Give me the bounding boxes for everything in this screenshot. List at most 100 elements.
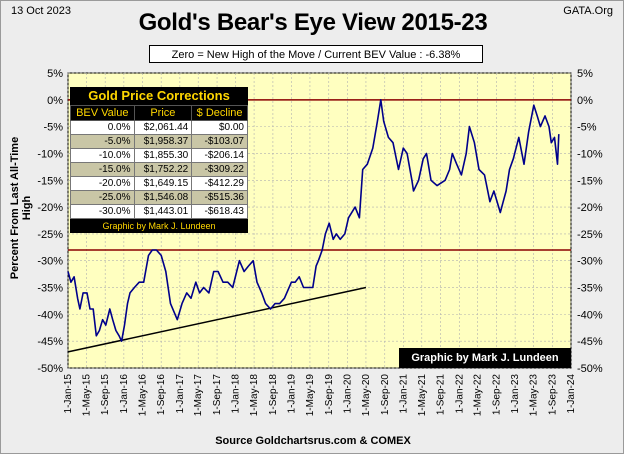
y-tick-label-right: -15%	[577, 175, 603, 187]
cell-price: $1,855.30	[133, 148, 193, 163]
table-row: -20.0% $1,649.15 -$412.29	[70, 176, 248, 191]
x-tick-label: 1-Sep-16	[156, 374, 167, 416]
y-tick-label-right: 5%	[577, 68, 593, 80]
y-tick-label: -45%	[37, 336, 63, 348]
x-tick-label: 1-Jan-15	[63, 374, 74, 414]
cell-bev: -25.0%	[70, 190, 135, 205]
y-tick-label-right: -5%	[577, 122, 597, 134]
x-tick-label: 1-Jan-16	[119, 374, 130, 414]
x-tick-label: 1-Jan-22	[454, 374, 465, 414]
x-tick-label: 1-May-23	[529, 374, 540, 417]
table-row: -5.0% $1,958.37 -$103.07	[70, 134, 248, 149]
cell-decline: -$618.43	[191, 204, 248, 219]
y-tick-label: -25%	[37, 229, 63, 241]
x-tick-label: 1-Jan-23	[510, 374, 521, 414]
cell-price: $1,752.22	[133, 162, 193, 177]
x-tick-label: 1-Sep-23	[547, 374, 558, 416]
cell-price: $1,649.15	[133, 176, 193, 191]
x-tick-label: 1-Jan-24	[566, 374, 577, 414]
source-label: Source Goldchartsrus.com & COMEX	[215, 435, 411, 447]
chart-title: Gold's Bear's Eye View 2015-23	[138, 9, 488, 36]
x-tick-label: 1-May-16	[137, 374, 148, 417]
x-tick-label: 1-Jan-19	[287, 374, 298, 414]
y-tick-label-right: -10%	[577, 148, 603, 160]
y-tick-label: -30%	[37, 256, 63, 268]
x-tick-label: 1-May-17	[193, 374, 204, 417]
cell-price: $2,061.44	[133, 120, 193, 135]
y-tick-label: 5%	[47, 68, 63, 80]
x-tick-label: 1-May-18	[249, 374, 260, 417]
cell-bev: -5.0%	[70, 134, 135, 149]
x-tick-label: 1-Jan-20	[342, 374, 353, 414]
cell-bev: -30.0%	[70, 204, 135, 219]
bev-series-line	[67, 99, 560, 343]
table-row: -25.0% $1,546.08 -$515.36	[70, 190, 248, 205]
trend-line-group	[67, 286, 367, 353]
x-tick-label: 1-May-15	[81, 374, 92, 417]
corrections-table-title: Gold Price Corrections	[88, 88, 230, 103]
x-ticks: 1-Jan-15 1-May-15 1-Sep-15 1-Jan-16 1-May-16…	[63, 374, 577, 417]
x-tick-label: 1-Jan-17	[175, 374, 186, 414]
table-row: -15.0% $1,752.22 -$309.22	[70, 162, 248, 177]
y-tick-label: 0%	[47, 95, 63, 107]
y-tick-label: -50%	[37, 363, 63, 375]
cell-decline: -$412.29	[191, 176, 248, 191]
y-tick-label: -5%	[43, 122, 63, 134]
x-tick-label: 1-May-20	[361, 374, 372, 417]
cell-price: $1,958.37	[133, 134, 193, 149]
header-bev: BEV Value	[70, 105, 135, 121]
cell-decline: $0.00	[191, 120, 248, 135]
y-tick-label: -35%	[37, 283, 63, 295]
cell-bev: 0.0%	[70, 120, 135, 135]
cell-decline: -$515.36	[191, 190, 248, 205]
y-tick-label: -15%	[37, 175, 63, 187]
y-tick-label: -10%	[37, 148, 63, 160]
x-tick-label: 1-Sep-19	[324, 374, 335, 416]
corrections-grid: BEV Value Price $ Decline 0.0% $2,061.44 $…	[70, 105, 248, 219]
y-tick-label-right: -35%	[577, 283, 603, 295]
y-ticks-right: 5% 0% -5% -10% -15% -20% -25% -30% -35% -40% -45% -…	[577, 68, 603, 375]
y-tick-label-right: -30%	[577, 256, 603, 268]
table-row: -10.0% $1,855.30 -$206.14	[70, 148, 248, 163]
y-tick-label-right: -50%	[577, 363, 603, 375]
site-label: GATA.Org	[563, 5, 613, 17]
date-label: 13 Oct 2023	[11, 5, 71, 17]
y-ticks-left: 5% 0% -5% -10% -15% -20% -25% -30% -35% -40% -45% -…	[37, 68, 63, 375]
y-tick-label-right: 0%	[577, 95, 593, 107]
corrections-table: Gold Price Corrections BEV Value Price $…	[70, 87, 248, 233]
cell-decline: -$103.07	[191, 134, 248, 149]
y-tick-label: -20%	[37, 202, 63, 214]
table-row: 0.0% $2,061.44 $0.00	[70, 120, 248, 135]
cell-bev: -15.0%	[70, 162, 135, 177]
x-tick-label: 1-Sep-17	[212, 374, 223, 416]
chart-subtitle: Zero = New High of the Move / Current BE…	[149, 45, 483, 63]
cell-price: $1,546.08	[133, 190, 193, 205]
x-tick-label: 1-Sep-20	[380, 374, 391, 416]
y-tick-label: -40%	[37, 309, 63, 321]
cell-decline: -$309.22	[191, 162, 248, 177]
cell-price: $1,443.01	[133, 204, 193, 219]
x-tick-label: 1-May-19	[305, 374, 316, 417]
series-group	[67, 99, 560, 343]
x-tick-label: 1-Jan-21	[398, 374, 409, 414]
table-credit: Graphic by Mark J. Lundeen	[102, 221, 216, 231]
x-tick-label: 1-Sep-18	[268, 374, 279, 416]
x-tick-label: 1-May-22	[473, 374, 484, 417]
x-tick-label: 1-Sep-22	[491, 374, 502, 416]
trend-line	[67, 286, 367, 353]
header-decline: $ Decline	[191, 105, 248, 121]
x-tick-label: 1-Sep-21	[436, 374, 447, 416]
y-tick-label-right: -40%	[577, 309, 603, 321]
x-tick-label: 1-Sep-15	[100, 374, 111, 416]
cell-bev: -10.0%	[70, 148, 135, 163]
y-tick-label-right: -45%	[577, 336, 603, 348]
credit-box: Graphic by Mark J. Lundeen	[399, 348, 571, 368]
x-tick-label: 1-May-21	[417, 374, 428, 417]
table-row: -30.0% $1,443.01 -$618.43	[70, 204, 248, 219]
x-tick-label: 1-Jan-18	[231, 374, 242, 414]
y-tick-label-right: -20%	[577, 202, 603, 214]
y-tick-label-right: -25%	[577, 229, 603, 241]
header-price: Price	[133, 105, 193, 121]
corrections-header-row: BEV Value Price $ Decline	[70, 105, 248, 121]
